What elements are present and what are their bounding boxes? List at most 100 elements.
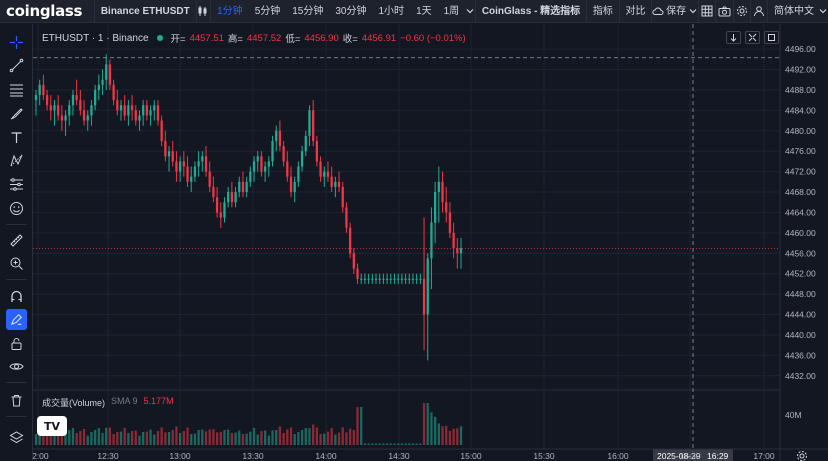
candle-body [411,278,415,280]
interval-1d[interactable]: 1天 [416,5,432,17]
candle-body [312,110,315,141]
axes: 4496.00 4492.00 4488.00 4484.00 4480.00 4476.… [33,24,828,461]
camera-icon[interactable] [716,0,733,23]
save-button[interactable]: 保存 [666,5,687,17]
candle-body [64,115,67,121]
save-chevron-down-icon[interactable] [688,0,698,23]
bar-style-icon[interactable] [196,0,210,23]
candle-body [408,278,411,280]
ruler-icon[interactable] [6,230,27,251]
forecast-icon[interactable] [6,174,27,195]
scale-settings-icon[interactable] [796,449,808,461]
legend-low: 4456.90 [304,32,339,44]
volume-bar [348,428,352,445]
candle-body [38,84,41,96]
eye-icon[interactable] [6,356,27,377]
volume-bar [64,432,67,445]
candle-body [326,171,330,177]
y-tick-label: 4448.00 [785,289,816,299]
interval-1w[interactable]: 1周 [443,5,460,17]
x-tick-label: 14:30 [388,451,410,461]
interval-1m[interactable]: 1分钟 [217,5,243,17]
brush-icon[interactable] [6,103,27,124]
trend-line-icon[interactable] [6,55,27,76]
settings-gear-icon[interactable] [733,0,750,23]
scroll-down-icon[interactable] [726,31,741,44]
volume-bar [267,435,270,445]
volume-bar [34,434,38,445]
candle-body [367,278,370,280]
lock-draw-icon[interactable] [6,309,27,330]
compare-button[interactable]: 对比 [625,5,646,17]
language-chevron-down-icon[interactable] [818,0,828,23]
volume-bar [149,429,152,445]
legend-high: 4457.52 [246,32,282,44]
candle-body [289,176,293,193]
fib-icon[interactable] [6,79,27,100]
volume-bar [300,430,304,445]
cloud-save-icon[interactable] [652,0,664,23]
candle-body [112,84,115,101]
indicators-button[interactable]: 指标 [592,5,613,17]
candle-body [267,161,270,167]
x-tick-label: 13:00 [169,451,191,461]
volume-bar [393,443,396,445]
volume-bar [190,434,193,445]
volume-bar [271,430,274,445]
price-chart[interactable]: 4494.302025-08-2916:294456.9100:465.177M… [33,24,828,461]
emoji-icon[interactable] [6,198,27,219]
candle-body [363,278,367,280]
layout-grid-icon[interactable] [699,0,716,23]
candle-body [204,156,208,172]
language-selector[interactable]: 简体中文 [774,5,814,17]
y-tick-label: 4484.00 [785,105,816,115]
symbol-search-button[interactable]: Binance ETHUSDT [100,5,190,17]
user-icon[interactable] [751,0,768,23]
chart-grid [33,24,780,449]
volume-bar [193,433,197,445]
coinglass-indicators-button[interactable]: CoinGlass - 精选指标 [481,5,581,17]
zoom-icon[interactable] [6,253,27,274]
candle-body [319,161,322,177]
interval-15m[interactable]: 15分钟 [292,5,324,17]
candle-body [271,140,274,162]
volume-bar [430,412,433,445]
candle-body [142,105,145,116]
tradingview-logo[interactable]: TV [37,416,67,436]
text-icon[interactable] [6,127,27,148]
legend-change: −0.60 (−0.01%) [400,32,466,44]
candle-body [275,130,278,141]
volume-bar [337,432,341,445]
x-tick-label: 17:00 [753,451,775,461]
y-tick-label: 4476.00 [785,146,816,156]
interval-1h[interactable]: 1小时 [378,5,405,17]
trash-icon[interactable] [6,390,27,411]
magnet-icon[interactable] [6,286,27,307]
chevron-down-icon[interactable] [465,0,475,23]
crosshair-icon[interactable] [6,32,27,53]
volume-bar [53,431,56,445]
interval-30m[interactable]: 30分钟 [335,5,367,17]
lock-icon[interactable] [6,333,27,354]
volume-bar [86,435,89,445]
candle-body [378,278,381,280]
candle-body [419,278,422,280]
volume-bar [378,443,381,445]
candle-body [400,278,404,280]
collapse-icon[interactable] [745,31,760,44]
volume-bar [367,443,370,445]
legend-symbol[interactable]: ETHUSDT · 1 · Binance [42,32,149,44]
candle-body [167,151,171,157]
interval-5m[interactable]: 5分钟 [254,5,281,17]
fullscreen-icon[interactable] [764,31,779,44]
volume-bar [352,430,355,445]
candle-body [448,212,452,233]
layers-icon[interactable] [6,427,27,448]
candle-body [445,202,448,213]
volume-bar [215,432,219,445]
volume-name[interactable]: 成交量(Volume) [42,398,106,408]
volume-bar [171,430,174,445]
pattern-icon[interactable] [6,150,27,171]
volume-bar [164,432,167,445]
coinglass-logo[interactable]: coinglass [6,2,83,20]
